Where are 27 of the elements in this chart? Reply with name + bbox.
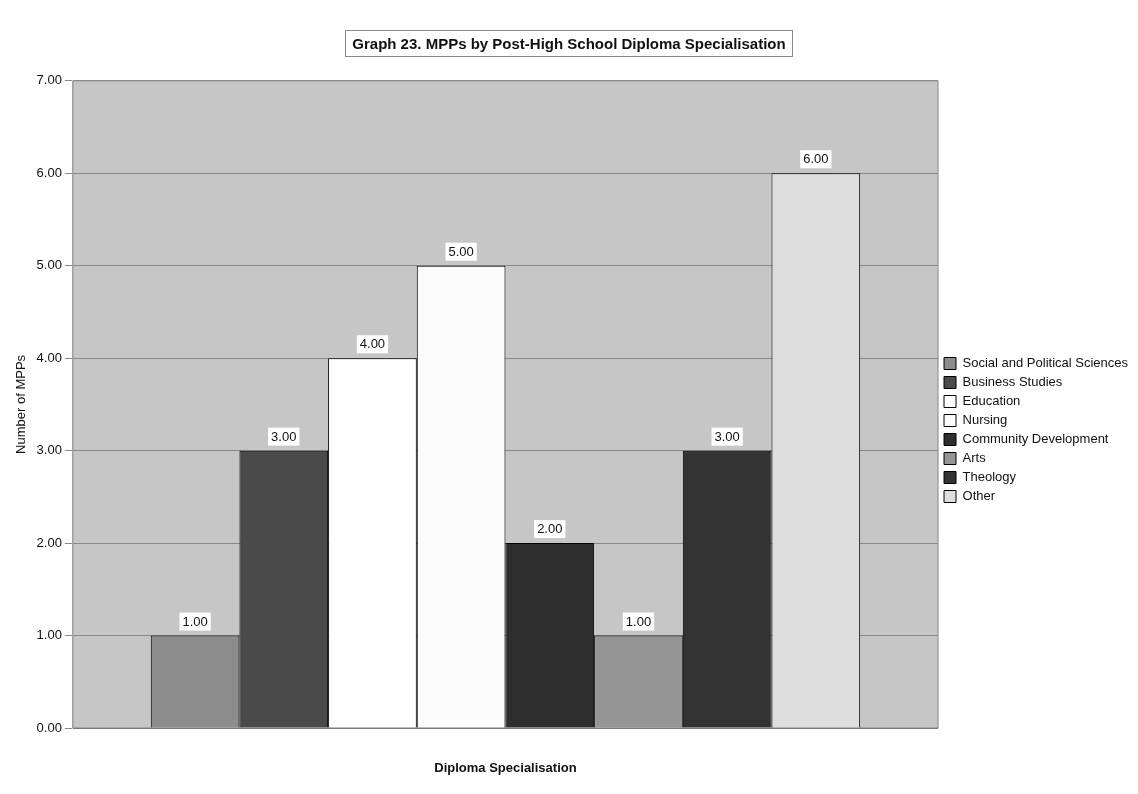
legend-label: Education — [962, 393, 1021, 409]
data-label: 4.00 — [359, 336, 386, 352]
chart-title: Graph 23. MPPs by Post-High School Diploma Specialisation — [345, 30, 793, 57]
y-tick-label: 7.00 — [36, 72, 62, 88]
data-label: 3.00 — [271, 428, 297, 444]
data-label: 5.00 — [448, 243, 474, 259]
legend-label: Theology — [962, 469, 1017, 485]
x-axis-title: Diploma Specialisation — [434, 759, 577, 775]
data-label: 6.00 — [803, 151, 829, 167]
data-label: 2.00 — [537, 521, 563, 537]
data-label: 1.00 — [182, 613, 208, 629]
y-tick-label: 2.00 — [36, 534, 62, 550]
legend-label: Other — [962, 488, 996, 504]
y-tick-label: 4.00 — [36, 349, 62, 365]
y-tick-label: 3.00 — [36, 442, 62, 458]
legend-label: Business Studies — [962, 374, 1063, 390]
y-tick-label: 0.00 — [36, 719, 62, 735]
legend-label: Community Development — [962, 431, 1109, 447]
data-label: 3.00 — [714, 428, 740, 444]
y-tick-label: 6.00 — [36, 164, 62, 180]
y-tick-label: 5.00 — [36, 257, 62, 273]
legend-label: Social and Political Sciences — [962, 355, 1129, 371]
legend-label: Nursing — [962, 412, 1008, 428]
y-axis-title: Number of MPPs — [13, 354, 29, 454]
legend-label: Arts — [962, 450, 987, 466]
data-label: 1.00 — [625, 613, 652, 629]
y-tick-label: 1.00 — [36, 627, 62, 643]
